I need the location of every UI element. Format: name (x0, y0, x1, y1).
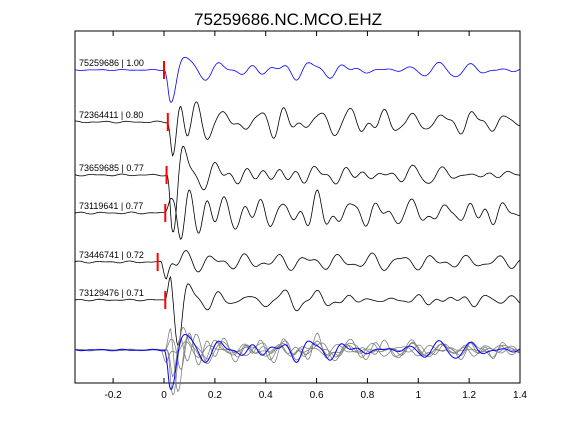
trace-label: 73446741 | 0.72 (79, 250, 144, 260)
trace-line (75, 275, 520, 346)
plot-frame (74, 30, 521, 384)
stacked-overlay (74, 327, 520, 396)
trace-line (74, 56, 520, 103)
x-tick-label: 0 (161, 390, 167, 401)
x-tick-label: 1.4 (513, 390, 527, 401)
x-axis: -0.2 0 0.2 0.4 0.6 0.8 1 1.2 1.4 (105, 31, 527, 401)
x-tick-label: 0.4 (259, 390, 273, 401)
trace-group: 75259686 | 1.00 72364411 | 0.80 73659685 |… (74, 56, 520, 346)
trace-line (74, 189, 520, 241)
trace-label: 73659685 | 0.77 (79, 163, 144, 173)
chart-title: 75259686.NC.MCO.EHZ (194, 10, 382, 29)
overlay-trace (75, 333, 520, 378)
x-tick-label: 0.6 (310, 390, 324, 401)
overlay-trace (74, 327, 520, 396)
x-tick-label: 0.8 (360, 390, 374, 401)
trace-label: 75259686 | 1.00 (79, 58, 144, 68)
x-tick-label: 1.2 (462, 390, 476, 401)
overlay-trace (74, 332, 520, 370)
trace-label: 73119641 | 0.77 (79, 201, 143, 211)
trace-label: 72364411 | 0.80 (79, 110, 143, 120)
x-tick-label: 1 (416, 390, 422, 401)
trace-label: 73129476 | 0.71 (79, 288, 144, 298)
x-tick-label: 0.2 (208, 390, 222, 401)
overlay-reference-trace (74, 333, 520, 390)
trace-line (74, 145, 520, 233)
trace-line (74, 250, 520, 280)
trace-line (75, 101, 520, 157)
overlay-trace (75, 327, 520, 392)
x-tick-label: -0.2 (105, 390, 123, 401)
